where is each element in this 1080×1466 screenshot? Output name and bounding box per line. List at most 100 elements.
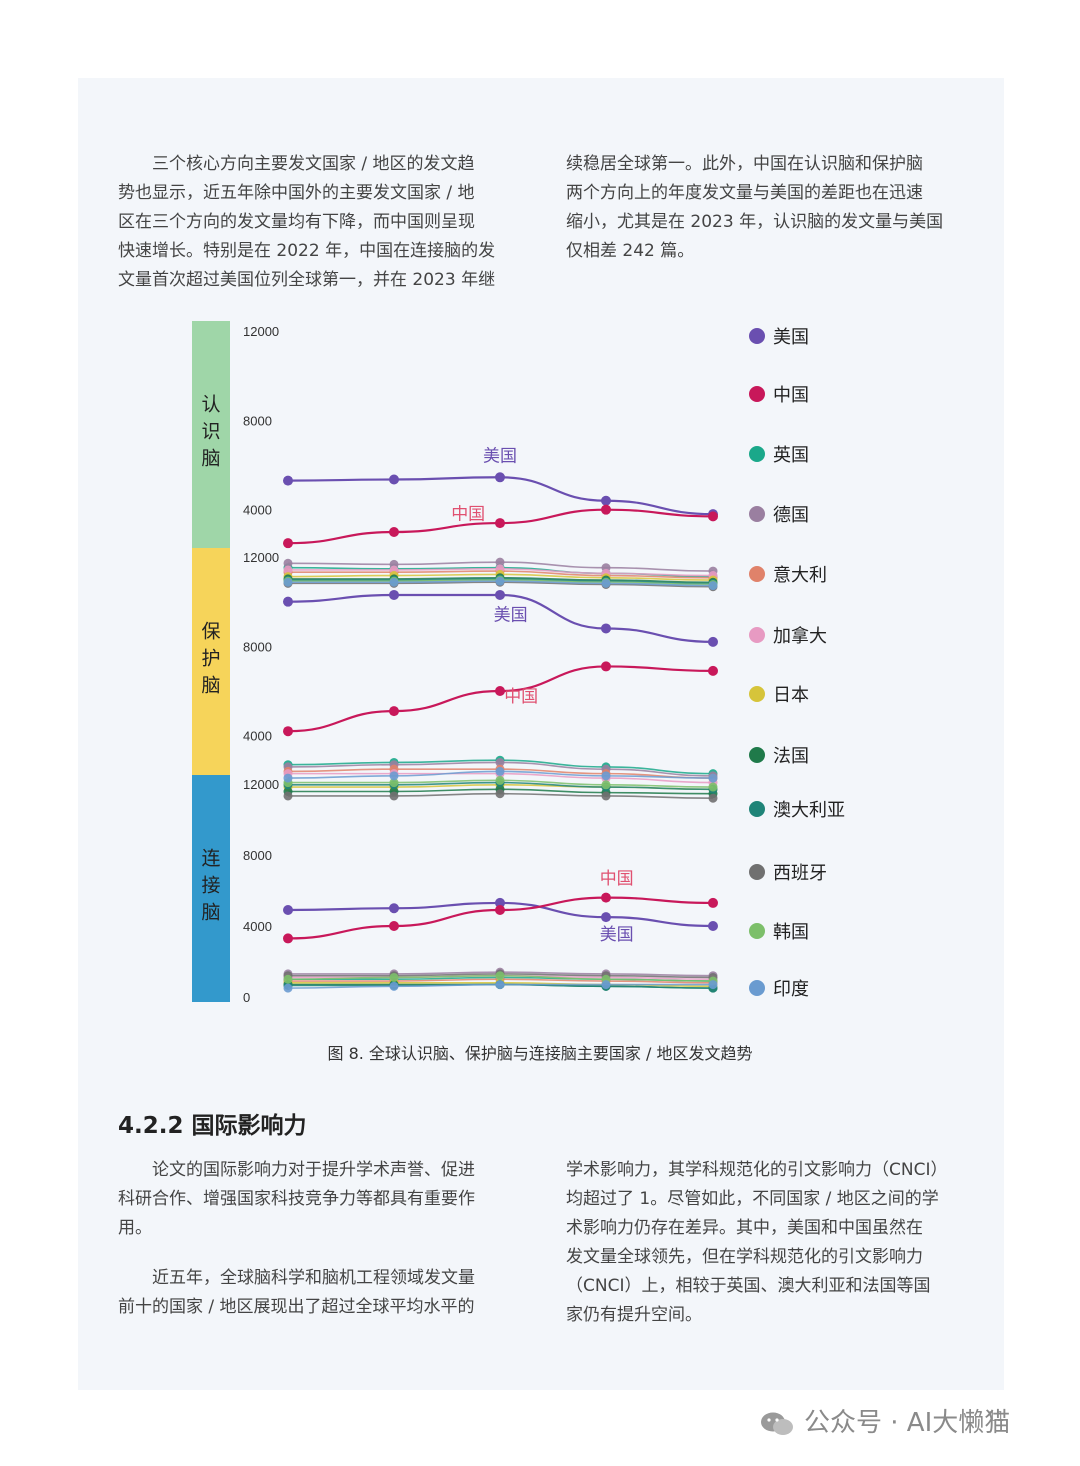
- top-left-paragraph: 三个核心方向主要发文国家 / 地区的发文趋 势也显示，近五年除中国外的主要发文国…: [118, 150, 516, 295]
- panel-title-char: 脑: [201, 675, 220, 697]
- series-annotation: 中国: [600, 869, 634, 889]
- data-point: [495, 775, 505, 785]
- text-line: 续稳居全球第一。此外，中国在认识脑和保护脑: [566, 154, 923, 174]
- y-tick-label: 4000: [243, 729, 272, 744]
- text-line: 近五年，全球脑科学和脑机工程领域发文量: [152, 1268, 475, 1288]
- legend-label: 西班牙: [773, 863, 827, 884]
- data-point: [389, 577, 399, 587]
- data-point: [283, 983, 293, 993]
- data-point: [601, 661, 611, 672]
- data-point: [389, 972, 399, 982]
- legend-marker: [749, 446, 765, 462]
- data-point: [495, 897, 505, 908]
- legend-marker: [749, 328, 765, 344]
- panel-title-char: 连: [201, 848, 220, 870]
- data-point: [283, 773, 293, 783]
- legend-label: 英国: [773, 445, 809, 466]
- data-point: [601, 771, 611, 781]
- data-point: [708, 793, 718, 803]
- series-annotation: 美国: [600, 925, 634, 945]
- series-annotation: 美国: [494, 605, 528, 625]
- bottom-right-paragraph: 学术影响力，其学科规范化的引文影响力（CNCI） 均超过了 1。尽管如此，不同国…: [566, 1156, 966, 1330]
- wechat-icon: [761, 1412, 793, 1435]
- data-point: [389, 981, 399, 991]
- text-line: 仅相差 242 篇。: [566, 241, 695, 261]
- series-line-中国: [287, 665, 714, 733]
- data-point: [283, 933, 293, 944]
- legend-label: 印度: [773, 979, 809, 1000]
- text-line: 前十的国家 / 地区展现出了超过全球平均水平的: [118, 1297, 475, 1317]
- watermark: 公众号 · AI大懒猫: [760, 1402, 1010, 1439]
- legend-label: 意大利: [773, 565, 827, 586]
- data-point: [283, 974, 293, 984]
- text-line: 术影响力仍存在差异。其中，美国和中国虽然在: [566, 1218, 923, 1238]
- data-point: [389, 527, 399, 537]
- panel-band: [192, 775, 230, 1002]
- trend-chart: 认识脑4000800012000美国中国保护脑4000800012000美国中国…: [192, 321, 845, 1005]
- data-point: [389, 778, 399, 788]
- legend-label: 澳大利亚: [773, 800, 845, 821]
- legend-marker: [749, 923, 765, 939]
- data-point: [495, 905, 505, 916]
- data-point: [708, 980, 718, 990]
- legend-label: 日本: [773, 685, 809, 706]
- data-point: [283, 577, 293, 587]
- data-point: [283, 905, 293, 916]
- y-tick-label: 0: [243, 990, 250, 1005]
- panel-title-char: 识: [201, 421, 220, 443]
- panel-title-char: 接: [201, 875, 220, 897]
- data-point: [495, 789, 505, 799]
- text-line: 快速增长。特别是在 2022 年，中国在连接脑的发: [118, 241, 496, 261]
- text-line: （CNCI）上，相较于英国、澳大利亚和法国等国: [566, 1276, 931, 1296]
- text-line: 缩小，尤其是在 2023 年，认识脑的发文量与美国: [566, 212, 944, 232]
- data-point: [601, 791, 611, 801]
- legend-marker: [749, 980, 765, 996]
- data-point: [283, 475, 293, 486]
- data-point: [601, 892, 611, 903]
- text-line: 家仍有提升空间。: [566, 1305, 702, 1325]
- data-point: [495, 980, 505, 990]
- data-point: [389, 706, 399, 717]
- data-point: [708, 581, 718, 591]
- text-line: 学术影响力，其学科规范化的引文影响力（CNCI）: [566, 1160, 948, 1180]
- data-point: [283, 596, 293, 607]
- data-point: [708, 921, 718, 931]
- panel-title-char: 认: [201, 394, 220, 416]
- data-point: [495, 766, 505, 776]
- text-line: 用。: [118, 1218, 152, 1238]
- legend-marker: [749, 506, 765, 522]
- data-point: [495, 557, 505, 567]
- legend-marker: [749, 627, 765, 643]
- data-point: [708, 665, 718, 676]
- legend-label: 法国: [773, 746, 809, 767]
- series-line-美国: [287, 476, 714, 516]
- text-line: 论文的国际影响力对于提升学术声誉、促进: [152, 1160, 475, 1180]
- data-point: [708, 773, 718, 783]
- data-point: [601, 623, 611, 634]
- legend-marker: [749, 747, 765, 763]
- text-line: 发文量全球领先，但在学科规范化的引文影响力: [566, 1247, 923, 1267]
- figure-caption: 图 8. 全球认识脑、保护脑与连接脑主要国家 / 地区发文趋势: [327, 1044, 753, 1063]
- text-line: 区在三个方向的发文量均有下降，而中国则呈现: [118, 212, 475, 232]
- data-point: [708, 636, 718, 647]
- panel-title-char: 脑: [201, 448, 220, 470]
- panel-title-char: 保: [201, 621, 220, 643]
- legend-label: 中国: [773, 385, 809, 406]
- series-annotation: 中国: [451, 505, 485, 525]
- data-point: [389, 791, 399, 801]
- data-point: [601, 780, 611, 790]
- legend-label: 加拿大: [773, 625, 827, 647]
- series-annotation: 美国: [483, 446, 517, 466]
- panel-title-char: 脑: [201, 902, 220, 924]
- data-point: [283, 538, 293, 549]
- data-point: [601, 912, 611, 923]
- y-tick-label: 12000: [243, 324, 279, 339]
- y-tick-label: 8000: [243, 413, 272, 428]
- watermark-text: 公众号 · AI大懒猫: [804, 1408, 1011, 1438]
- data-point: [495, 576, 505, 586]
- bottom-left-paragraph: 论文的国际影响力对于提升学术声誉、促进 科研合作、增强国家科技竞争力等都具有重要…: [118, 1156, 516, 1322]
- data-point: [389, 589, 399, 600]
- text-line: 三个核心方向主要发文国家 / 地区的发文趋: [152, 154, 475, 174]
- text-line: 势也显示，近五年除中国外的主要发文国家 / 地: [118, 183, 475, 203]
- data-point: [601, 495, 611, 506]
